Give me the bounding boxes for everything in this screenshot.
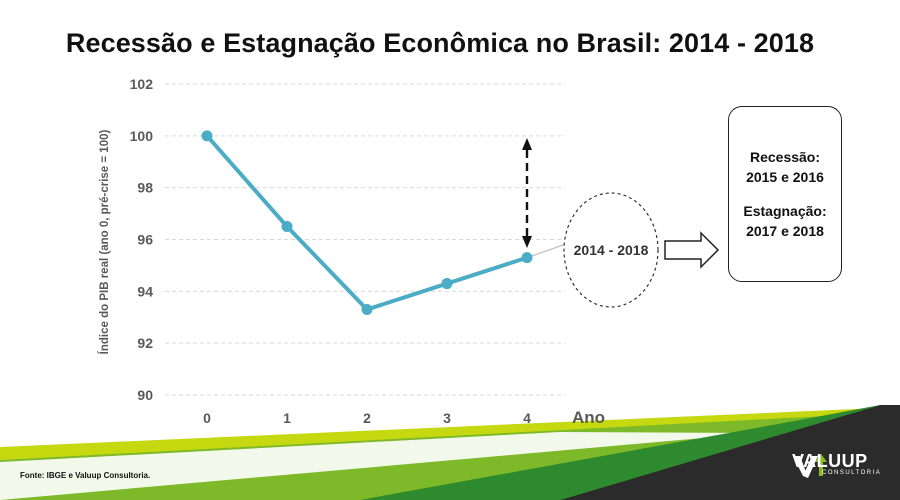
series-polyline: [205, 134, 528, 312]
x-axis-title: Ano: [572, 408, 605, 427]
series-line: [201, 130, 533, 315]
logo-text: VALUUP: [792, 451, 868, 471]
data-point-2: [361, 303, 373, 315]
data-point-4: [521, 252, 533, 264]
right-block-arrow: [664, 231, 720, 269]
grid-lines: [165, 83, 565, 396]
y-tick-label: 102: [130, 76, 154, 92]
footer-band-dark: [560, 405, 900, 500]
footer-band-white: [0, 432, 760, 500]
data-point-3: [441, 278, 453, 290]
ellipse-label: 2014 - 2018: [574, 242, 649, 258]
data-point-0: [201, 130, 213, 142]
x-tick-label: 4: [523, 410, 531, 426]
y-tick-label: 98: [137, 180, 153, 196]
stagnation-years: 2017 e 2018: [746, 223, 824, 239]
valuup-logo-icon: [793, 454, 827, 478]
logo-subtext: CONSULTORIA: [822, 470, 882, 476]
y-tick-label: 94: [137, 283, 153, 299]
footer-band-darkgreen: [360, 405, 880, 500]
dashed-double-arrow: [522, 138, 532, 248]
x-tick-labels: 0 1 2 3 4: [203, 410, 531, 426]
summary-box: Recessão: 2015 e 2016 Estagnação: 2017 e…: [728, 106, 842, 282]
data-point-1: [281, 221, 293, 233]
x-tick-label: 2: [363, 410, 371, 426]
period-ellipse: [563, 192, 659, 308]
y-tick-label: 90: [137, 387, 153, 403]
y-tick-label: 92: [137, 335, 153, 351]
recession-years: 2015 e 2016: [746, 169, 824, 185]
footer-band-light: [0, 407, 900, 460]
stagnation-label: Estagnação:: [743, 203, 827, 219]
source-note: Fonte: IBGE e Valuup Consultoria.: [20, 471, 151, 480]
y-tick-labels: 90 92 94 96 98 100 102: [130, 76, 154, 403]
x-tick-label: 1: [283, 410, 291, 426]
y-tick-label: 96: [137, 232, 153, 248]
x-tick-label: 0: [203, 410, 211, 426]
y-axis-title: Índice do PIB real (ano 0, pré-crise = 1…: [98, 130, 111, 355]
recession-label: Recessão:: [749, 149, 821, 165]
page-title: Recessão e Estagnação Econômica no Brasi…: [65, 28, 815, 58]
x-tick-label: 3: [443, 410, 451, 426]
connector-line: [526, 243, 567, 259]
y-tick-label: 100: [130, 128, 154, 144]
